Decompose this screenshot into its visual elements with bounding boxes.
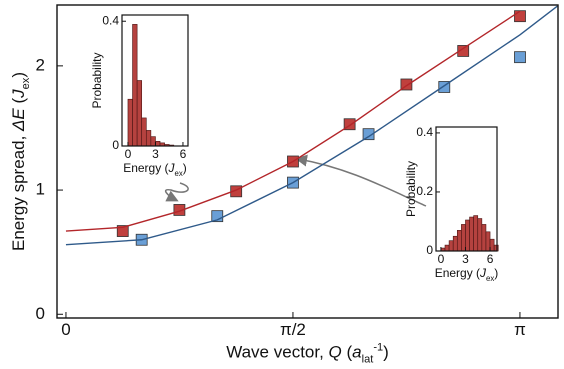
y-axis-label: Energy spread, ΔE (Jex) [9, 72, 31, 251]
bar [456, 230, 462, 252]
bar [473, 215, 479, 252]
bar [481, 224, 487, 252]
marker [514, 10, 526, 23]
x-tick-label: π/2 [280, 320, 306, 339]
x-tick-label: 3 [152, 147, 159, 161]
plot-area [65, 5, 558, 246]
label-part: ( [9, 98, 28, 109]
x-tick-label: 6 [487, 252, 494, 266]
label-part: J [168, 161, 176, 175]
marker [116, 225, 129, 237]
label-part: ex [20, 77, 32, 89]
bar [489, 238, 495, 252]
label-part: Energy ( [435, 266, 480, 280]
bar [485, 231, 491, 252]
label-part: Energy spread, [9, 131, 28, 251]
marker [400, 78, 413, 91]
label-part: J [479, 266, 487, 280]
y-tick-label: 0.2 [416, 184, 433, 198]
frame [56, 4, 559, 319]
label-part: J [9, 89, 28, 99]
bar [136, 80, 143, 147]
label-part: Probability [90, 52, 104, 108]
label-part: ex [175, 168, 183, 177]
bar [132, 24, 138, 147]
x-tick-label: 0 [61, 320, 70, 339]
bar [127, 98, 133, 147]
arrow [295, 154, 427, 207]
x-tick-label: 6 [180, 147, 187, 161]
bar [461, 224, 466, 252]
x-tick-label: 0 [438, 252, 445, 266]
y-tick-label: 0.4 [102, 13, 119, 27]
bar [145, 130, 152, 147]
label-part: Wave vector, [226, 343, 328, 362]
marker [514, 51, 526, 64]
label-part: lat [362, 354, 374, 366]
bar [150, 136, 156, 147]
bar [448, 240, 454, 252]
label-part: -1 [373, 342, 383, 354]
label-part: Energy ( [123, 161, 168, 175]
label-part: ) [183, 161, 187, 175]
label-part: Probability [404, 161, 418, 217]
bar [452, 235, 458, 252]
x-axis-label: Wave vector, Q (alat-1) [226, 342, 389, 366]
marker [211, 210, 224, 223]
y-tick-label: 0.4 [416, 125, 433, 139]
y-axis-label: Probability [90, 52, 104, 108]
bar [469, 216, 474, 252]
x-tick-label: 3 [462, 252, 469, 266]
frame [435, 126, 498, 252]
label-part: ΔE [9, 108, 28, 132]
bar [155, 141, 161, 147]
y-axis-label: Probability [404, 161, 418, 217]
bar [465, 219, 470, 252]
y-tick-label: 2 [36, 55, 45, 74]
label-part: a [352, 343, 361, 362]
marker [230, 185, 243, 198]
y-tick-label: 0 [36, 304, 45, 323]
bar [141, 117, 147, 147]
label-part: Q [329, 343, 342, 362]
x-tick-label: π [514, 320, 526, 339]
marker [173, 204, 186, 216]
x-tick-label: 0 [125, 147, 132, 161]
marker [343, 118, 356, 131]
x-axis-label: Energy (Jex) [123, 161, 187, 177]
label-part: ( [342, 343, 353, 362]
label-part: ) [9, 72, 28, 78]
fit-line [65, 5, 558, 246]
x-axis-label: Energy (Jex) [435, 266, 499, 282]
bar [477, 218, 483, 252]
y-tick-label: 0 [112, 138, 119, 152]
y-tick-label: 0 [426, 243, 433, 257]
marker [362, 128, 375, 141]
marker [457, 45, 470, 57]
arrow [164, 182, 189, 202]
bar [444, 244, 450, 252]
fit-line [65, 10, 521, 232]
label-part: ex [486, 273, 494, 282]
label-part: ) [383, 343, 389, 362]
bar [493, 244, 499, 252]
label-part: ) [494, 266, 498, 280]
y-tick-label: 1 [36, 180, 45, 199]
marker [438, 81, 451, 93]
